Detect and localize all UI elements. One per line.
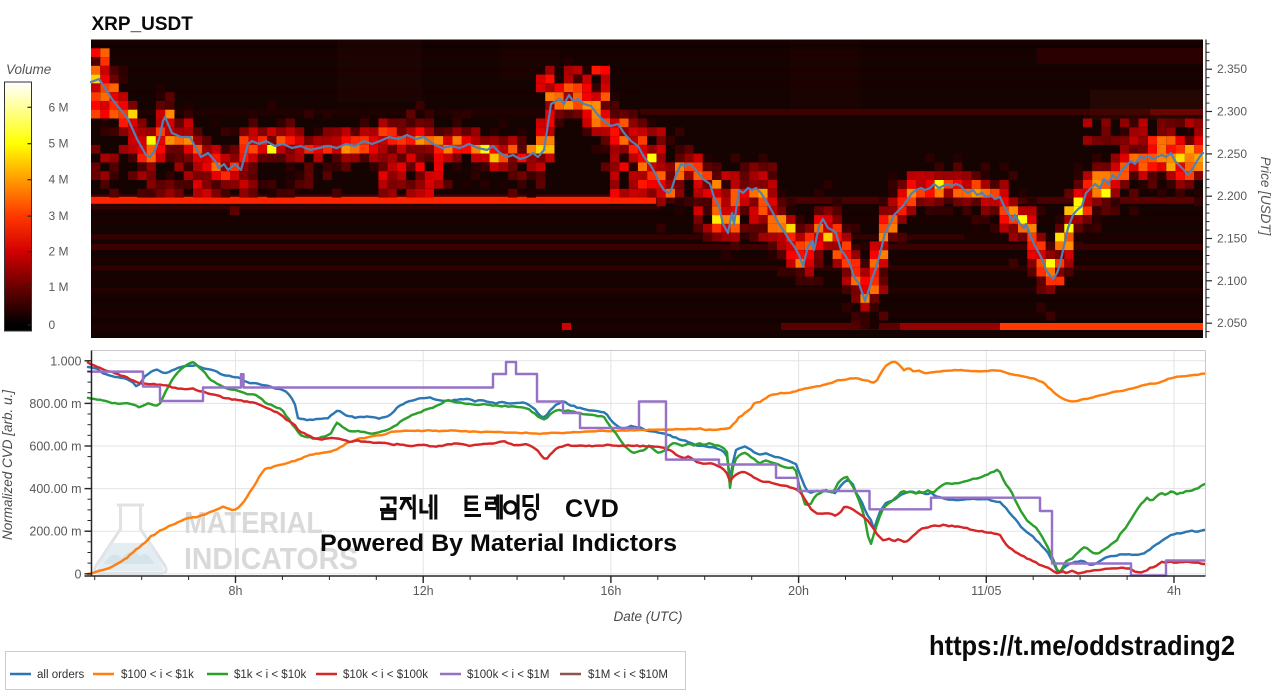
svg-text:0: 0 xyxy=(75,567,82,581)
svg-text:0: 0 xyxy=(49,318,56,332)
svg-text:1 M: 1 M xyxy=(49,280,69,294)
svg-text:1.000: 1.000 xyxy=(50,354,81,368)
svg-text:2.050: 2.050 xyxy=(1217,316,1247,330)
svg-text:2.200: 2.200 xyxy=(1217,189,1247,203)
svg-text:2.300: 2.300 xyxy=(1217,105,1247,119)
svg-text:4h: 4h xyxy=(1167,584,1181,598)
svg-text:2.150: 2.150 xyxy=(1217,232,1247,246)
svg-text:https://t.me/oddstrading2: https://t.me/oddstrading2 xyxy=(929,630,1235,661)
svg-text:4 M: 4 M xyxy=(49,173,69,187)
svg-text:2.100: 2.100 xyxy=(1217,274,1247,288)
svg-text:Price [USDT]: Price [USDT] xyxy=(1258,157,1273,237)
svg-text:6 M: 6 M xyxy=(49,100,69,114)
svg-text:8h: 8h xyxy=(229,584,243,598)
svg-text:3 M: 3 M xyxy=(49,209,69,223)
svg-text:2 M: 2 M xyxy=(49,245,69,259)
svg-text:Normalized CVD [arb. u.]: Normalized CVD [arb. u.] xyxy=(0,389,15,540)
svg-text:$1M < i < $10M: $1M < i < $10M xyxy=(588,669,668,681)
svg-text:INDICATORS: INDICATORS xyxy=(184,541,358,576)
svg-text:600.00 m: 600.00 m xyxy=(29,440,81,454)
svg-text:$100 < i < $1k: $100 < i < $1k xyxy=(121,669,194,681)
svg-text:$1k < i < $10k: $1k < i < $10k xyxy=(234,669,306,681)
svg-text:20h: 20h xyxy=(788,584,809,598)
svg-text:Volume: Volume xyxy=(6,62,51,77)
svg-text:200.00 m: 200.00 m xyxy=(29,525,81,539)
svg-text:12h: 12h xyxy=(413,584,434,598)
svg-text:MATERIAL: MATERIAL xyxy=(184,505,323,540)
svg-text:5 M: 5 M xyxy=(49,137,69,151)
svg-text:800.00 m: 800.00 m xyxy=(29,397,81,411)
svg-text:16h: 16h xyxy=(600,584,621,598)
svg-text:400.00 m: 400.00 m xyxy=(29,482,81,496)
svg-text:2.350: 2.350 xyxy=(1217,62,1247,76)
svg-text:2.250: 2.250 xyxy=(1217,147,1247,161)
svg-text:$100k < i < $1M: $100k < i < $1M xyxy=(467,669,549,681)
svg-text:Powered By Material Indictors: Powered By Material Indictors xyxy=(320,530,677,557)
svg-text:XRP_USDT: XRP_USDT xyxy=(92,14,194,35)
svg-text:all orders: all orders xyxy=(37,669,85,681)
svg-text:11/05: 11/05 xyxy=(971,584,1001,598)
svg-text:CVD: CVD xyxy=(565,495,619,523)
svg-text:Date (UTC): Date (UTC) xyxy=(613,609,682,624)
svg-text:$10k < i < $100k: $10k < i < $100k xyxy=(343,669,428,681)
